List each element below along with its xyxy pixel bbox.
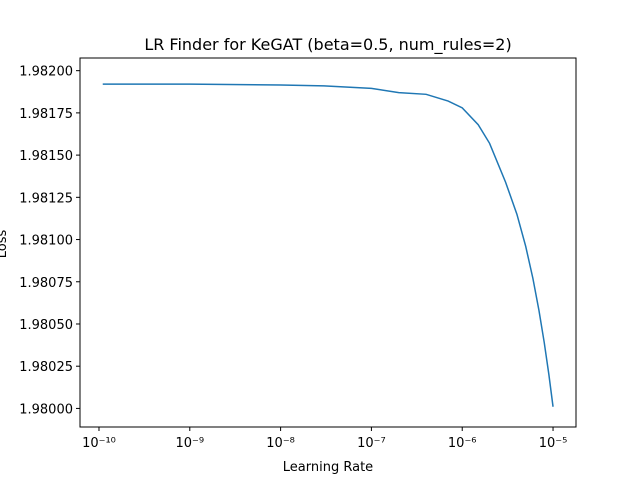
x-tick-label: 10⁻⁶ xyxy=(448,436,477,451)
y-tick-label: 1.98200 xyxy=(19,65,73,80)
x-axis-label: Learning Rate xyxy=(283,460,373,475)
y-tick-label: 1.98050 xyxy=(19,318,73,333)
y-tick-label: 1.98075 xyxy=(19,276,73,291)
x-tick-label: 10⁻⁵ xyxy=(539,436,568,451)
y-tick-label: 1.98100 xyxy=(19,234,73,249)
y-tick-label: 1.98175 xyxy=(19,107,73,122)
y-tick-label: 1.98150 xyxy=(19,149,73,164)
x-tick-label: 10⁻⁸ xyxy=(266,436,295,451)
line-series xyxy=(102,83,554,407)
chart-title: LR Finder for KeGAT (beta=0.5, num_rules… xyxy=(144,35,511,55)
x-tick-label: 10⁻⁹ xyxy=(175,436,204,451)
y-tick-label: 1.98025 xyxy=(19,360,73,375)
plot-frame xyxy=(79,57,577,428)
y-tick-label: 1.98125 xyxy=(19,191,73,206)
x-tick-label: 10⁻¹⁰ xyxy=(82,436,116,451)
y-axis-label: Loss xyxy=(0,230,10,259)
x-tick-label: 10⁻⁷ xyxy=(357,436,386,451)
y-tick-label: 1.98000 xyxy=(19,402,73,417)
